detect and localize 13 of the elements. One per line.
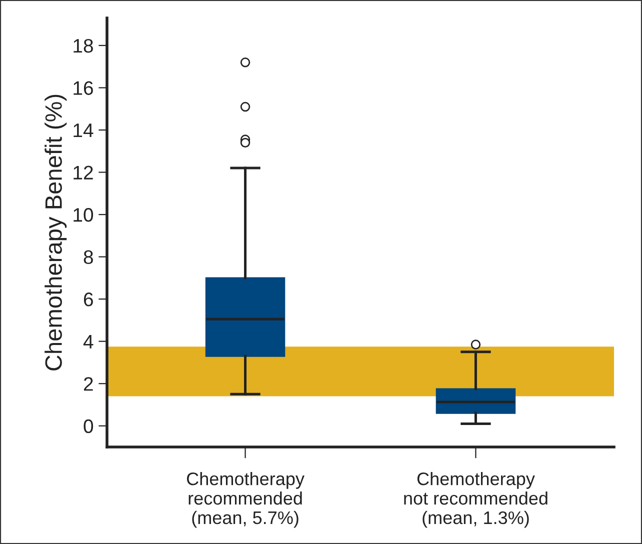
- y-tick-label: 10: [74, 208, 94, 222]
- y-tick-label: 2: [84, 377, 93, 391]
- y-tick-label: 8: [84, 250, 93, 264]
- y-tick-label: 12: [74, 166, 93, 180]
- y-tick-label: 14: [74, 124, 94, 138]
- y-tick-label: 0: [84, 419, 94, 434]
- y-tick-label: 16: [74, 81, 93, 95]
- y-axis-title: Chemotherapy Benefit (%): [44, 94, 67, 370]
- y-tick-label: 4: [83, 335, 94, 348]
- y-tick-label: 6: [84, 292, 93, 306]
- x-tick-label: Chemotherapy not recommended (mean, 1.3%): [404, 472, 548, 528]
- y-tick-label: 18: [74, 38, 93, 53]
- x-tick-label: Chemotherapy recommended (mean, 5.7%): [186, 472, 304, 528]
